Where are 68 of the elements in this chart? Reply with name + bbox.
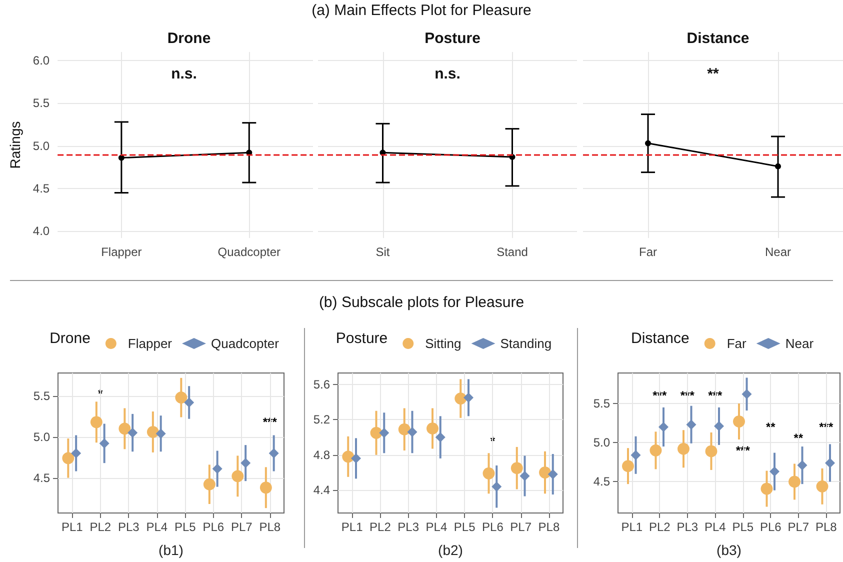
x-tick-label: PL4	[426, 520, 448, 534]
x-tick-label: PL5	[174, 520, 196, 534]
chart-subtitle: Posture	[424, 30, 480, 47]
x-tick-label: PL6	[202, 520, 224, 534]
x-tick-label: PL1	[61, 520, 84, 534]
x-tick-label: PL3	[676, 520, 698, 534]
y-tick-label: 4.4	[313, 483, 330, 498]
y-tick-label: 5.2	[313, 412, 330, 427]
x-tick-label: PL3	[118, 520, 140, 534]
y-tick-label: 5.6	[313, 377, 330, 392]
x-tick-label: Sit	[376, 245, 390, 259]
legend-label: Standing	[500, 336, 552, 351]
annotation: n.s.	[171, 66, 197, 82]
x-tick-label: PL1	[621, 520, 643, 534]
legend-title: Drone	[50, 330, 90, 347]
x-tick-label: Far	[639, 245, 658, 259]
x-tick-label: PL2	[370, 520, 392, 534]
x-tick-label: PL4	[146, 520, 168, 534]
x-tick-label: PL8	[538, 520, 560, 534]
x-tick-label: Quadcopter	[218, 245, 281, 259]
y-tick-label: 4.0	[32, 224, 50, 238]
y-tick-label: 4.5	[32, 182, 50, 196]
x-tick-label: PL2	[90, 520, 112, 534]
x-axis-title: (b2)	[438, 542, 463, 558]
x-tick-label: PL5	[732, 520, 754, 534]
annotation: **	[766, 420, 776, 434]
y-tick-label: 4.5	[593, 474, 610, 489]
legend-title: Posture	[336, 330, 388, 347]
text: (a) Main Effects Plot for Pleasure	[310, 2, 532, 19]
x-tick-label: PL6	[760, 520, 782, 534]
y-tick-label: 5.5	[32, 96, 50, 110]
x-tick-label: PL4	[704, 520, 726, 534]
legend-label: Sitting	[425, 336, 462, 351]
y-axis-title: Ratings	[7, 121, 23, 169]
x-tick-label: PL5	[454, 520, 476, 534]
x-tick-label: PL8	[259, 520, 281, 534]
x-tick-label: Near	[764, 245, 792, 259]
x-tick-label: Flapper	[101, 245, 142, 259]
text: (b) Subscale plots for Pleasure	[318, 294, 526, 311]
y-tick-label: 5.5	[593, 396, 610, 411]
annotation: **	[794, 430, 804, 445]
legend-label: Far	[726, 336, 748, 351]
x-tick-label: PL1	[341, 520, 364, 534]
chart-subtitle: Distance	[686, 30, 750, 47]
x-tick-label: PL7	[788, 520, 810, 534]
x-tick-label: PL3	[398, 520, 420, 534]
y-tick-label: 5.0	[593, 436, 610, 450]
x-tick-label: Stand	[496, 245, 528, 259]
y-tick-label: 5.0	[32, 138, 50, 153]
legend-label: Near	[785, 336, 814, 351]
y-tick-label: 5.5	[33, 388, 50, 403]
chart-subtitle: Drone	[167, 30, 211, 47]
y-tick-label: 6.0	[32, 54, 50, 68]
x-tick-label: PL7	[510, 520, 532, 534]
x-tick-label: PL6	[482, 520, 504, 534]
x-tick-label: PL2	[648, 520, 671, 534]
x-axis-title: (b1)	[158, 542, 184, 558]
annotation: **	[707, 66, 719, 82]
x-tick-label: PL7	[230, 520, 253, 534]
legend-title: Distance	[630, 330, 690, 347]
y-tick-label: 4.5	[33, 470, 50, 485]
x-axis-title: (b3)	[716, 542, 742, 558]
y-tick-label: 4.8	[313, 448, 330, 462]
y-tick-label: 5.0	[33, 430, 50, 444]
x-tick-label: PL8	[815, 520, 838, 534]
legend-label: Flapper	[128, 336, 173, 351]
annotation: n.s.	[434, 66, 460, 82]
legend-label: Quadcopter	[211, 336, 280, 351]
